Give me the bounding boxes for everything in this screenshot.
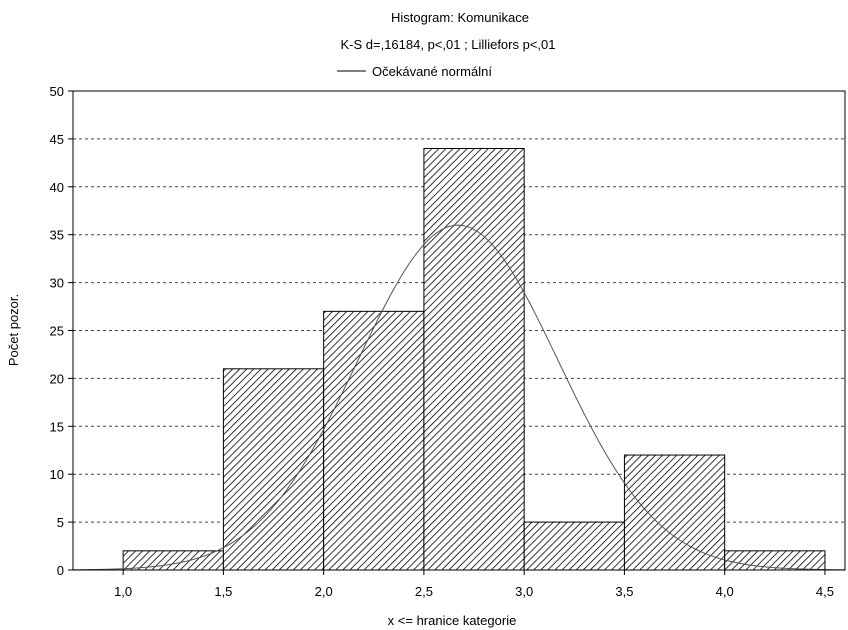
y-tick-label: 15 — [50, 419, 64, 434]
histogram-bar — [724, 550, 826, 571]
histogram-bar — [623, 454, 726, 571]
chart-title: Histogram: Komunikace — [391, 10, 529, 25]
x-tick-label: 4,5 — [816, 584, 834, 599]
x-tick-label: 2,5 — [415, 584, 433, 599]
y-tick-label: 35 — [50, 228, 64, 243]
y-tick-label: 0 — [57, 563, 64, 578]
histogram-bar — [423, 147, 525, 571]
normal-curve — [72, 224, 846, 571]
x-axis-label: x <= hranice kategorie — [388, 613, 517, 628]
x-tick-label: 1,0 — [114, 584, 132, 599]
y-tick-label: 10 — [50, 467, 64, 482]
y-tick-label: 50 — [50, 84, 64, 99]
x-tick-label: 2,0 — [315, 584, 333, 599]
y-tick-label: 25 — [50, 324, 64, 339]
histogram-bar — [122, 550, 224, 571]
y-tick-label: 20 — [50, 371, 64, 386]
x-tick-label: 4,0 — [716, 584, 734, 599]
histogram-bar — [323, 310, 425, 571]
y-tick-label: 5 — [57, 515, 64, 530]
y-tick-label: 40 — [50, 180, 64, 195]
x-tick-label: 3,5 — [615, 584, 633, 599]
x-axis-ticks: 1,0 1,5 2,0 2,5 3,0 3,5 4,0 4,5 — [114, 570, 834, 599]
legend-label: Očekávané normální — [372, 64, 492, 79]
histogram-bars — [122, 147, 826, 571]
y-axis-ticks: 0 5 10 15 20 25 30 35 40 45 50 — [50, 84, 73, 578]
y-tick-label: 45 — [50, 132, 64, 147]
y-axis-label: Počet pozor. — [6, 294, 21, 366]
x-tick-label: 1,5 — [214, 584, 232, 599]
histogram-bar — [222, 368, 325, 571]
x-tick-label: 3,0 — [515, 584, 533, 599]
y-tick-label: 30 — [50, 276, 64, 291]
chart-subtitle: K-S d=,16184, p<,01 ; Lilliefors p<,01 — [340, 37, 555, 52]
histogram-bar — [523, 521, 625, 571]
legend: Očekávané normální — [337, 64, 492, 79]
